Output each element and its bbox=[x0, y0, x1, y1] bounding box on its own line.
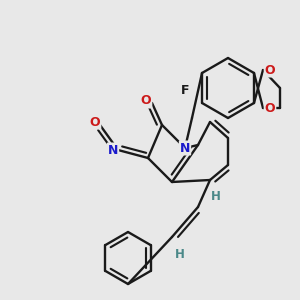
Text: H: H bbox=[175, 248, 185, 262]
Text: F: F bbox=[181, 83, 189, 97]
Text: O: O bbox=[141, 94, 151, 107]
Text: N: N bbox=[108, 143, 118, 157]
Text: N: N bbox=[180, 142, 190, 154]
Text: O: O bbox=[90, 116, 100, 128]
Text: O: O bbox=[265, 64, 275, 76]
Text: H: H bbox=[211, 190, 221, 203]
Text: O: O bbox=[265, 101, 275, 115]
